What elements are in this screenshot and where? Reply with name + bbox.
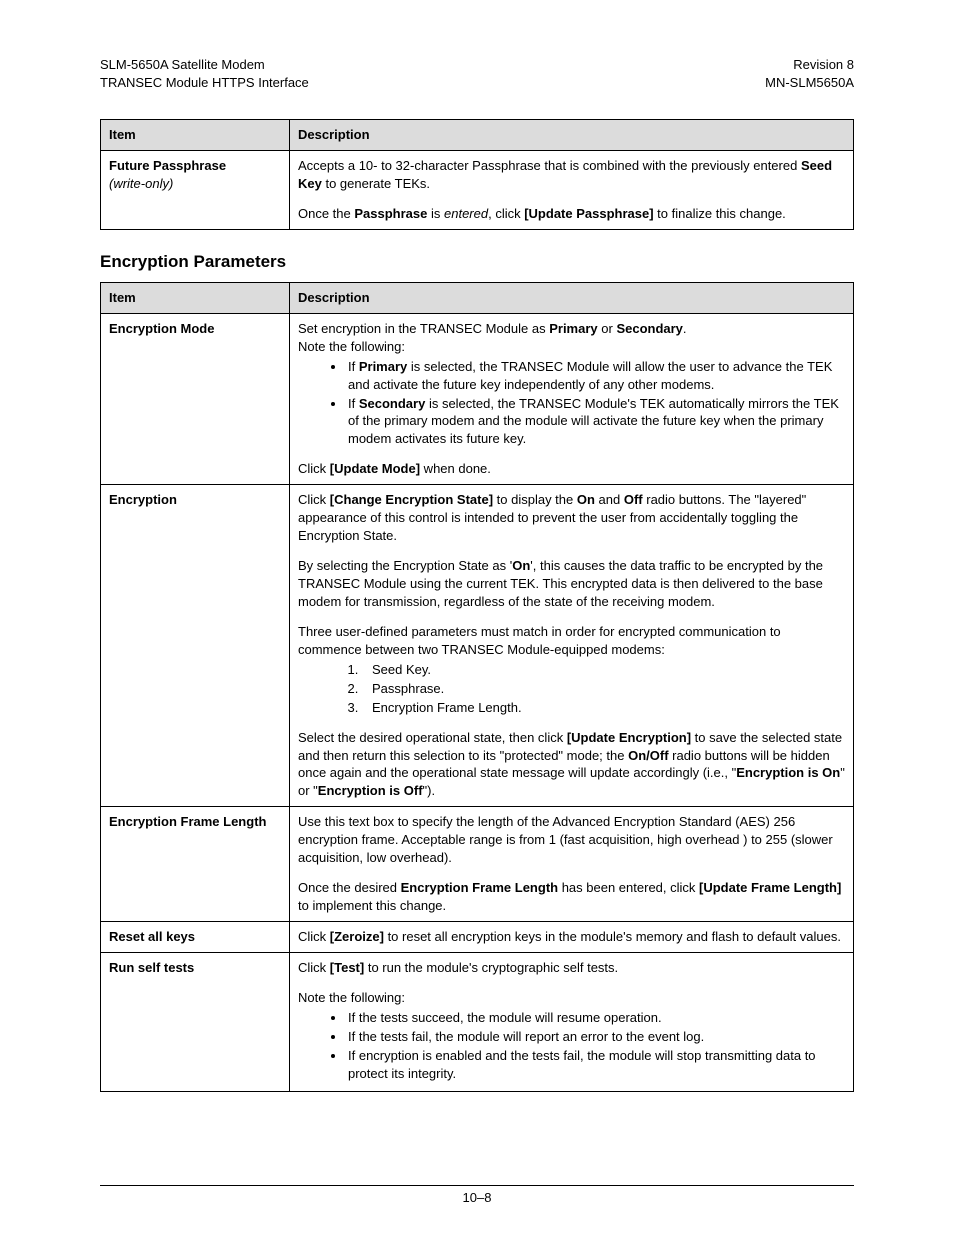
header-right-line2: MN-SLM5650A bbox=[765, 74, 854, 92]
description-line: Note the following: bbox=[298, 989, 845, 1007]
description-para: Click [Test] to run the module's cryptog… bbox=[298, 959, 845, 977]
item-cell: Encryption bbox=[101, 485, 290, 807]
header-right: Revision 8 MN-SLM5650A bbox=[765, 56, 854, 91]
table-header-row: Item Description bbox=[101, 282, 854, 313]
item-cell: Encryption Mode bbox=[101, 313, 290, 485]
page-footer: 10–8 bbox=[100, 1185, 854, 1205]
description-cell: Set encryption in the TRANSEC Module as … bbox=[290, 313, 854, 485]
header-left: SLM-5650A Satellite Modem TRANSEC Module… bbox=[100, 56, 309, 91]
list-item: If Primary is selected, the TRANSEC Modu… bbox=[346, 358, 845, 394]
item-cell: Run self tests bbox=[101, 952, 290, 1091]
description-line: Three user-defined parameters must match… bbox=[298, 623, 845, 659]
list-item: If the tests succeed, the module will re… bbox=[346, 1009, 845, 1027]
page-number: 10–8 bbox=[463, 1190, 492, 1205]
item-cell: Future Passphrase (write-only) bbox=[101, 151, 290, 230]
description-para: Once the desired Encryption Frame Length… bbox=[298, 879, 845, 915]
description-para: Accepts a 10- to 32-character Passphrase… bbox=[298, 157, 845, 193]
bullet-list: If Primary is selected, the TRANSEC Modu… bbox=[298, 358, 845, 449]
header-left-line1: SLM-5650A Satellite Modem bbox=[100, 56, 309, 74]
item-sub: (write-only) bbox=[109, 176, 173, 191]
list-item: If encryption is enabled and the tests f… bbox=[346, 1047, 845, 1083]
description-cell: Click [Zeroize] to reset all encryption … bbox=[290, 922, 854, 953]
table-row: Future Passphrase (write-only) Accepts a… bbox=[101, 151, 854, 230]
encryption-params-table: Item Description Encryption Mode Set enc… bbox=[100, 282, 854, 1092]
section-heading: Encryption Parameters bbox=[100, 252, 854, 272]
table-header-row: Item Description bbox=[101, 120, 854, 151]
numbered-list: Seed Key. Passphrase. Encryption Frame L… bbox=[298, 661, 845, 717]
bullet-list: If the tests succeed, the module will re… bbox=[298, 1009, 845, 1083]
description-cell: Accepts a 10- to 32-character Passphrase… bbox=[290, 151, 854, 230]
list-item: If the tests fail, the module will repor… bbox=[346, 1028, 845, 1046]
table-row: Reset all keys Click [Zeroize] to reset … bbox=[101, 922, 854, 953]
table-row: Run self tests Click [Test] to run the m… bbox=[101, 952, 854, 1091]
col-description: Description bbox=[290, 282, 854, 313]
passphrase-table: Item Description Future Passphrase (writ… bbox=[100, 119, 854, 230]
list-item: If Secondary is selected, the TRANSEC Mo… bbox=[346, 395, 845, 449]
list-item: Encryption Frame Length. bbox=[362, 699, 845, 717]
description-para: Once the Passphrase is entered, click [U… bbox=[298, 205, 845, 223]
col-item: Item bbox=[101, 282, 290, 313]
table-row: Encryption Click [Change Encryption Stat… bbox=[101, 485, 854, 807]
description-line: Note the following: bbox=[298, 338, 845, 356]
table-row: Encryption Mode Set encryption in the TR… bbox=[101, 313, 854, 485]
description-cell: Click [Test] to run the module's cryptog… bbox=[290, 952, 854, 1091]
item-name: Future Passphrase bbox=[109, 158, 226, 173]
description-line: Click [Update Mode] when done. bbox=[298, 460, 845, 478]
table-row: Encryption Frame Length Use this text bo… bbox=[101, 807, 854, 922]
col-item: Item bbox=[101, 120, 290, 151]
description-para: Click [Change Encryption State] to displ… bbox=[298, 491, 845, 545]
col-description: Description bbox=[290, 120, 854, 151]
item-cell: Encryption Frame Length bbox=[101, 807, 290, 922]
description-cell: Click [Change Encryption State] to displ… bbox=[290, 485, 854, 807]
description-para: By selecting the Encryption State as 'On… bbox=[298, 557, 845, 611]
item-cell: Reset all keys bbox=[101, 922, 290, 953]
list-item: Seed Key. bbox=[362, 661, 845, 679]
description-line: Set encryption in the TRANSEC Module as … bbox=[298, 320, 845, 338]
page-header: SLM-5650A Satellite Modem TRANSEC Module… bbox=[100, 56, 854, 91]
description-para: Use this text box to specify the length … bbox=[298, 813, 845, 867]
list-item: Passphrase. bbox=[362, 680, 845, 698]
description-cell: Use this text box to specify the length … bbox=[290, 807, 854, 922]
description-para: Select the desired operational state, th… bbox=[298, 729, 845, 801]
header-right-line1: Revision 8 bbox=[765, 56, 854, 74]
header-left-line2: TRANSEC Module HTTPS Interface bbox=[100, 74, 309, 92]
page: SLM-5650A Satellite Modem TRANSEC Module… bbox=[0, 0, 954, 1235]
